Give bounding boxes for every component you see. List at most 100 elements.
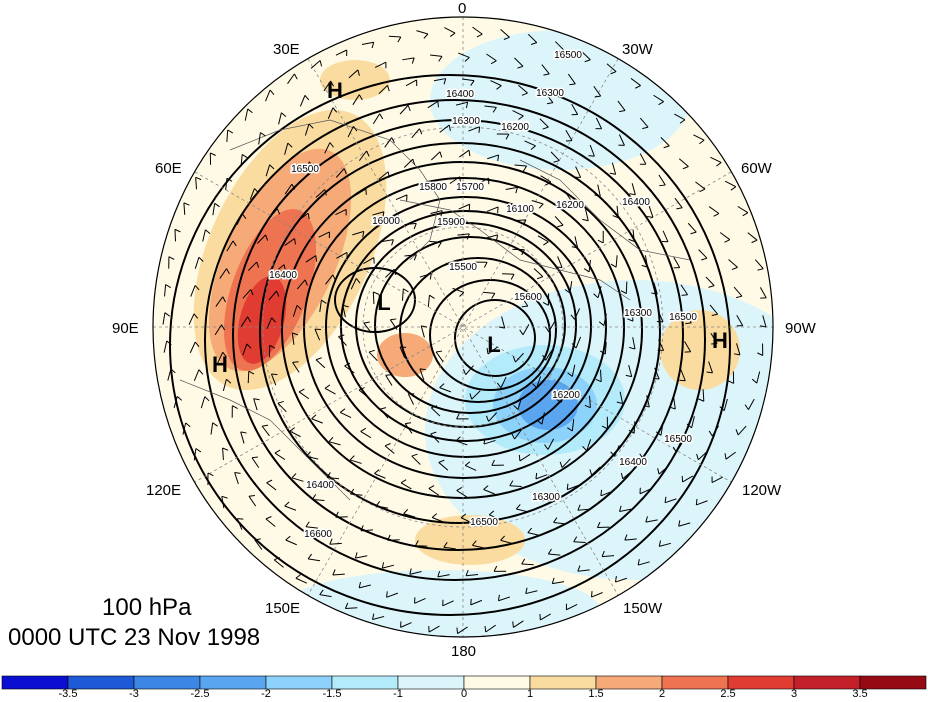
colorbar-tick-label: 1.5: [588, 688, 604, 700]
wind-barb-staff: [487, 346, 499, 355]
wind-barb-flag: [195, 176, 202, 181]
wind-barb-staff: [222, 379, 227, 391]
colorbar-tick-label: 2: [658, 688, 666, 700]
wind-barb-flag: [305, 521, 310, 528]
wind-barb-staff: [295, 577, 308, 584]
contour-label: 15600: [514, 292, 542, 303]
contour-label: 16400: [306, 480, 334, 491]
wind-barb-flag: [627, 318, 634, 322]
wind-barb-staff: [163, 340, 168, 353]
wind-barb-staff: [631, 183, 636, 195]
wind-barb-staff: [432, 517, 444, 523]
wind-barb-flag: [583, 268, 590, 273]
wind-barb-flag: [350, 488, 355, 495]
wind-barb-staff: [289, 430, 301, 438]
wind-barb-flag: [227, 129, 234, 134]
wind-barb-staff: [639, 488, 652, 495]
wind-barb-flag: [719, 406, 725, 411]
wind-barb-staff: [545, 349, 553, 361]
wind-barb-flag: [711, 313, 718, 317]
contour-label: 15800: [419, 182, 447, 193]
wind-barb-staff: [439, 124, 450, 133]
wind-barb-flag: [591, 591, 593, 598]
wind-barb-staff: [360, 431, 372, 439]
wind-barb-flag: [476, 33, 483, 38]
wind-barb-staff: [411, 455, 421, 465]
wind-barb-flag: [664, 496, 667, 503]
wind-barb-flag: [240, 431, 247, 434]
wind-barb-staff: [384, 137, 393, 148]
wind-barb-flag: [429, 294, 435, 299]
wind-barb-staff: [385, 268, 395, 278]
wind-barb-staff: [561, 458, 571, 468]
wind-barb-staff: [693, 134, 705, 141]
wind-barb-flag: [437, 570, 441, 577]
wind-barb-staff: [215, 296, 224, 307]
wind-barb-staff: [193, 448, 197, 461]
wind-barb-flag: [248, 370, 255, 375]
wind-barb-staff: [687, 222, 697, 233]
wind-barb-staff: [240, 431, 245, 444]
lon-label-120e: 120E: [146, 482, 182, 499]
wind-barb-staff: [195, 177, 197, 190]
wind-barb-flag: [277, 400, 284, 404]
wind-barb-staff: [455, 440, 468, 446]
wind-barb-flag: [193, 313, 199, 319]
wind-barb-flag: [505, 133, 510, 140]
wind-barb-flag: [582, 446, 588, 452]
wind-barb-staff: [266, 482, 277, 491]
wind-barb-flag: [724, 453, 727, 460]
wind-barb-staff: [619, 508, 632, 513]
wind-barb-staff: [407, 393, 414, 405]
wind-barb-flag: [582, 218, 589, 222]
wind-barb-staff: [452, 287, 465, 293]
wind-barb-staff: [458, 52, 470, 58]
wind-barb-staff: [505, 186, 518, 190]
wind-barb-staff: [566, 603, 578, 611]
wind-barb-staff: [270, 373, 277, 386]
wind-barb-flag: [537, 276, 543, 280]
wind-barb-flag: [713, 213, 720, 217]
wind-barb-staff: [571, 103, 579, 115]
wind-barb-staff: [465, 365, 474, 376]
wind-barb-flag: [639, 453, 644, 460]
wind-barb-flag: [226, 378, 232, 384]
contour-label: 15500: [449, 262, 477, 273]
wind-barb-staff: [614, 445, 620, 457]
wind-barb-flag: [601, 425, 608, 430]
wind-barb-staff: [277, 402, 287, 413]
wind-barb-staff: [535, 474, 548, 480]
wind-barb-staff: [248, 495, 257, 507]
wind-barb-staff: [514, 57, 524, 67]
wind-barb-flag: [423, 33, 429, 39]
wind-barb-flag: [724, 239, 731, 243]
wind-barb-staff: [515, 352, 524, 363]
wind-barb-flag: [521, 305, 528, 308]
wind-barb-flag: [513, 404, 519, 410]
contour-label: 16300: [536, 88, 564, 99]
wind-barb-flag: [643, 405, 650, 408]
wind-barb-staff: [411, 128, 420, 139]
wind-barb-staff: [308, 558, 321, 562]
wind-barb-staff: [372, 113, 381, 125]
wind-barb-flag: [615, 576, 617, 583]
wind-barb-flag: [324, 189, 327, 196]
wind-barb-flag: [690, 231, 697, 235]
wind-barb-staff: [705, 276, 715, 286]
contour-label: 16400: [446, 89, 474, 100]
wind-barb-flag: [294, 238, 296, 245]
wind-barb-flag: [600, 489, 603, 496]
wind-barb-flag: [699, 139, 705, 145]
wind-barb-flag: [497, 206, 499, 213]
wind-barb-flag: [413, 254, 417, 261]
wind-barb-staff: [684, 312, 692, 324]
contour-label: 16300: [624, 308, 652, 319]
wind-barb-staff: [225, 178, 228, 191]
wind-barb-flag: [237, 518, 244, 520]
wind-barb-staff: [455, 101, 468, 106]
wind-barb-flag: [610, 451, 615, 457]
wind-barb-flag: [421, 325, 428, 328]
wind-barb-staff: [660, 423, 664, 436]
wind-barb-flag: [353, 126, 358, 132]
wind-barb-flag: [254, 188, 259, 194]
